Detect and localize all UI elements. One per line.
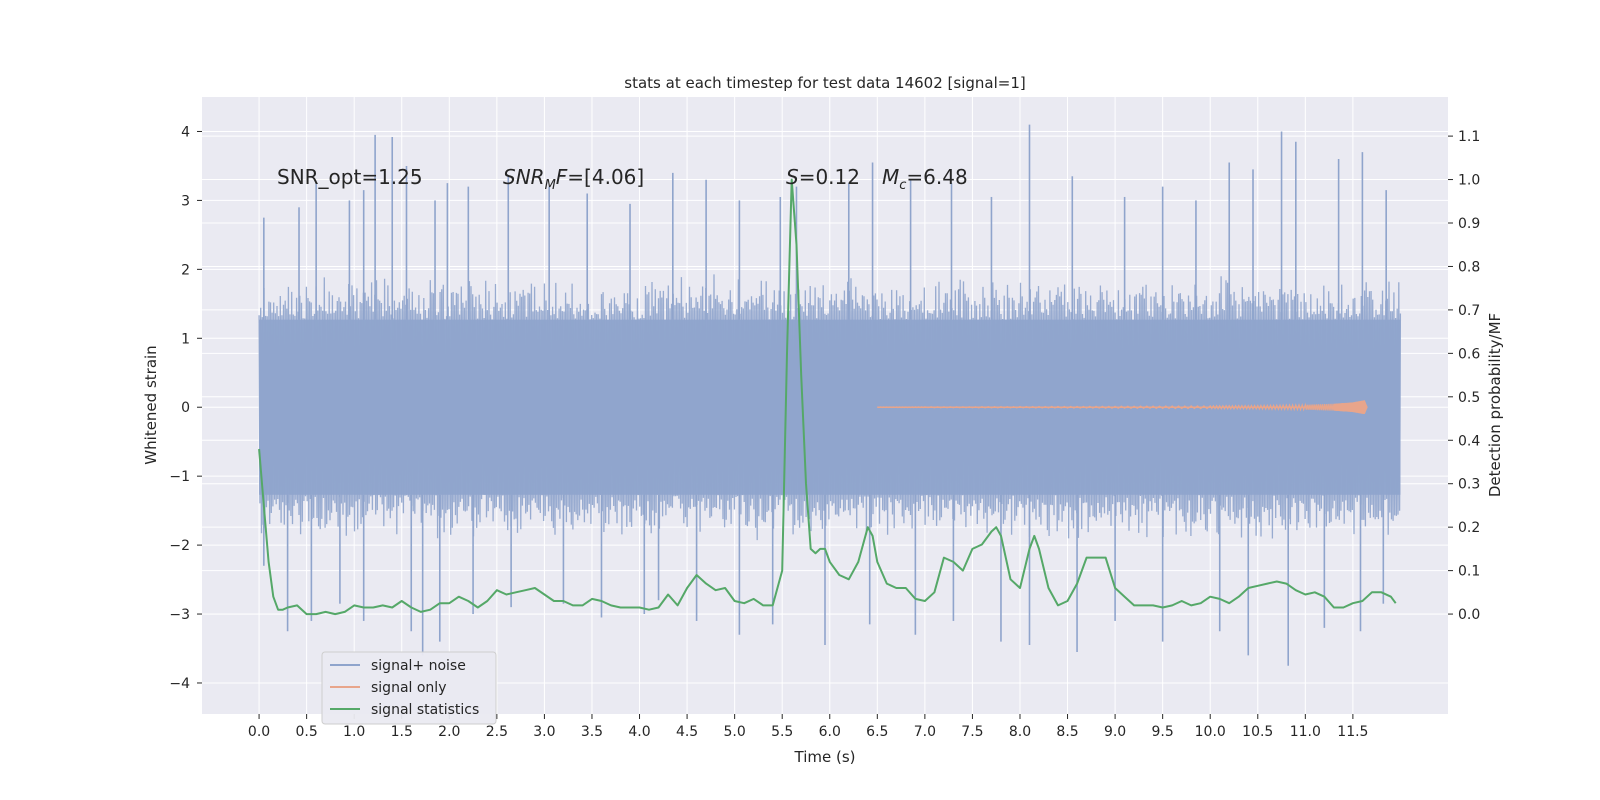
y-left-tick-label-4: 0 [181, 400, 190, 416]
y-axis-right-label: Detection probability/MF [1486, 313, 1504, 497]
annotation-s: S=0.12 [786, 165, 860, 189]
x-tick-label-3: 1.5 [391, 724, 413, 740]
y-axis-left: −4 −3 −2 −1 0 1 2 3 4 [169, 124, 202, 692]
y-right-tick-label-3: 0.3 [1458, 477, 1480, 493]
legend-label-signal-statistics: signal statistics [371, 702, 479, 718]
series-signal-only [877, 400, 1368, 415]
x-tick-label-16: 8.0 [1009, 724, 1031, 740]
y-right-tick-label-2: 0.2 [1458, 520, 1480, 536]
legend: signal+ noise signal only signal statist… [321, 651, 497, 725]
x-axis: 0.0 0.5 1.0 1.5 2.0 2.5 3.0 3.5 4.0 4.5 5.0 5.5 6.0 6… [248, 714, 1368, 740]
annotation-snr-mf-sub: M [545, 178, 556, 193]
x-tick-label-13: 6.5 [866, 724, 888, 740]
x-tick-label-21: 10.5 [1242, 724, 1273, 740]
x-axis-label: Time (s) [794, 748, 856, 766]
x-tick-label-7: 3.5 [581, 724, 603, 740]
x-tick-label-11: 5.5 [771, 724, 793, 740]
annotation-mc-sub: c [899, 178, 906, 193]
legend-label-signal-noise: signal+ noise [371, 658, 466, 674]
y-right-tick-label-7: 0.7 [1458, 303, 1480, 319]
annotation-mc-symbol: M [882, 165, 899, 189]
y-left-tick-label-6: 2 [181, 262, 190, 278]
y-right-tick-label-6: 0.6 [1458, 346, 1480, 362]
x-tick-label-10: 5.0 [724, 724, 746, 740]
x-tick-label-14: 7.0 [914, 724, 936, 740]
x-tick-label-12: 6.0 [819, 724, 841, 740]
x-tick-label-4: 2.0 [438, 724, 460, 740]
y-left-tick-label-5: 1 [181, 331, 190, 347]
chart-title: stats at each timestep for test data 146… [624, 74, 1025, 92]
x-tick-label-17: 8.5 [1056, 724, 1078, 740]
x-tick-label-15: 7.5 [961, 724, 983, 740]
annotation-mc-value: =6.48 [906, 165, 967, 189]
x-tick-label-23: 11.5 [1337, 724, 1368, 740]
y-left-tick-label-0: −4 [169, 676, 190, 692]
signal-statistics-line [258, 178, 1397, 616]
y-left-tick-label-1: −3 [169, 607, 190, 623]
annotation-snr-mf-value: =[4.06] [567, 165, 644, 189]
legend-box [321, 651, 497, 725]
signal-only-trace [877, 400, 1368, 415]
annotation-snr-opt: SNR_opt=1.25 [277, 165, 423, 189]
x-tick-label-1: 0.5 [295, 724, 317, 740]
x-tick-label-18: 9.0 [1104, 724, 1126, 740]
x-tick-label-0: 0.0 [248, 724, 270, 740]
series-signal-statistics [258, 178, 1397, 616]
y-right-tick-label-5: 0.5 [1458, 390, 1480, 406]
x-tick-label-20: 10.0 [1195, 724, 1226, 740]
x-tick-label-22: 11.0 [1290, 724, 1321, 740]
annotation-mc: Mc=6.48 [882, 165, 968, 193]
annotation-snr-mf-tail: F [556, 165, 568, 189]
legend-label-signal-only: signal only [371, 680, 446, 696]
x-tick-label-5: 2.5 [486, 724, 508, 740]
y-right-tick-label-11: 1.1 [1458, 129, 1480, 145]
y-right-tick-label-9: 0.9 [1458, 216, 1480, 232]
x-tick-label-8: 4.0 [628, 724, 650, 740]
y-right-tick-label-10: 1.0 [1458, 173, 1480, 189]
y-right-tick-label-1: 0.1 [1458, 564, 1480, 580]
x-tick-label-2: 1.0 [343, 724, 365, 740]
y-axis-left-label: Whitened strain [142, 345, 160, 464]
annotation-snr-mf-main: SNR [503, 165, 545, 189]
y-right-tick-label-4: 0.4 [1458, 433, 1480, 449]
y-left-tick-label-7: 3 [181, 193, 190, 209]
annotation-s-symbol: S [786, 165, 799, 189]
x-tick-label-9: 4.5 [676, 724, 698, 740]
y-left-tick-label-2: −2 [169, 538, 190, 554]
y-left-tick-label-3: −1 [169, 469, 190, 485]
y-axis-right: 0.0 0.1 0.2 0.3 0.4 0.5 0.6 0.7 0.8 0.9 1.0 1.1 [1448, 129, 1480, 623]
y-left-tick-label-8: 4 [181, 124, 190, 140]
x-tick-label-6: 3.0 [533, 724, 555, 740]
annotation-s-value: =0.12 [799, 165, 860, 189]
y-right-tick-label-0: 0.0 [1458, 607, 1480, 623]
y-right-tick-label-8: 0.8 [1458, 259, 1480, 275]
annotation-snr-mf: SNRMF=[4.06] [503, 165, 644, 193]
x-tick-label-19: 9.5 [1152, 724, 1174, 740]
